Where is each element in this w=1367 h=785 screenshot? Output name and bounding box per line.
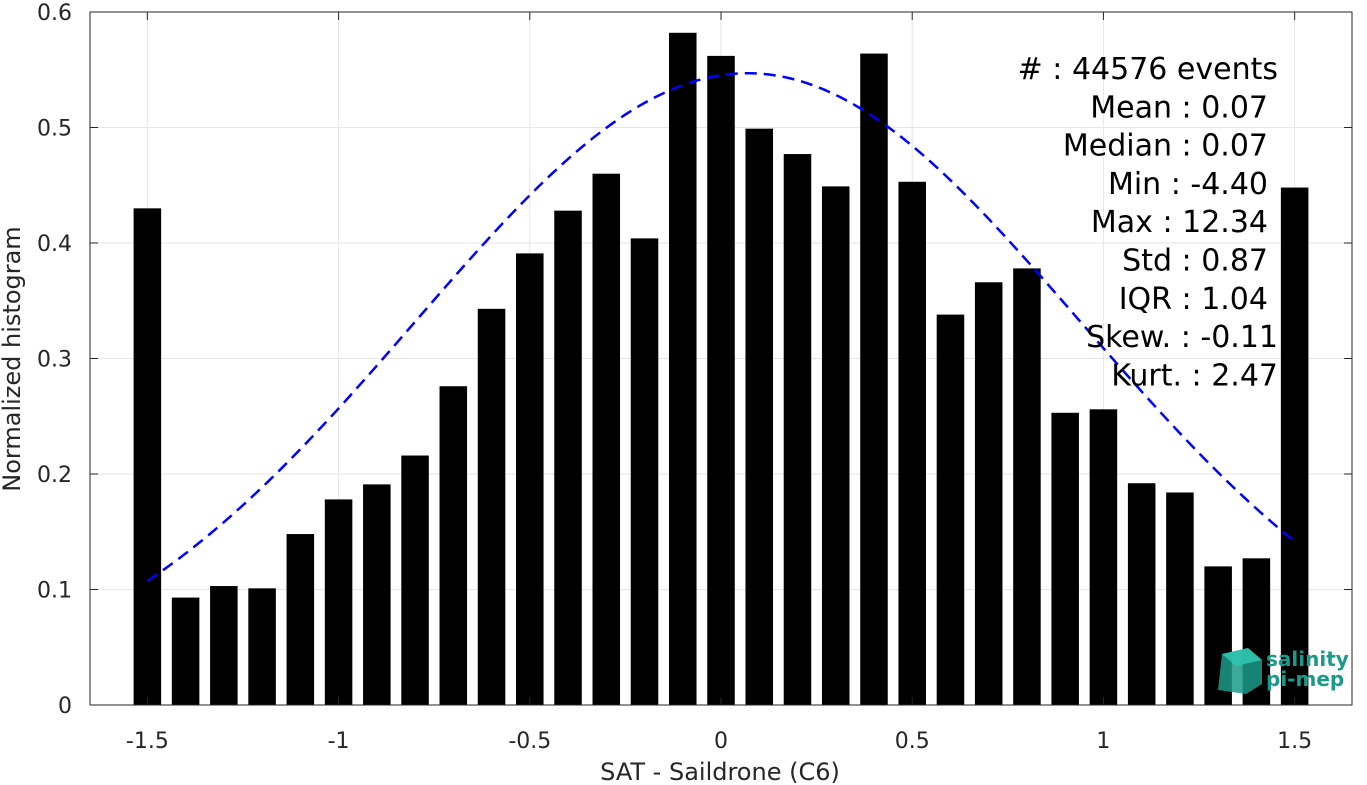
y-tick-labels: 0 0.1 0.2 0.3 0.4 0.5 0.6 — [37, 1, 72, 719]
histogram-bar — [1089, 409, 1118, 705]
stat-line: Median : 0.07 — [1063, 129, 1268, 164]
histogram-bar — [554, 210, 582, 705]
stat-line: Kurt. : 2.47 — [1111, 358, 1278, 393]
histogram-bar — [1166, 492, 1194, 705]
histogram-bar — [210, 586, 238, 705]
y-tick-label: 0.1 — [37, 579, 72, 604]
x-tick-label: 1 — [1096, 729, 1110, 754]
histogram-bar — [630, 238, 659, 705]
y-axis-label: Normalized histogram — [0, 226, 26, 491]
stat-line: Min : -4.40 — [1108, 167, 1268, 202]
histogram-bar — [439, 386, 468, 705]
histogram-bar — [821, 186, 850, 705]
stat-line: Std : 0.87 — [1122, 244, 1268, 279]
histogram-bar — [1013, 268, 1041, 705]
x-tick-label: 0.5 — [895, 729, 930, 754]
histogram-bar — [363, 484, 391, 705]
x-tick-label: 0 — [714, 729, 728, 754]
histogram-bar — [974, 282, 1003, 705]
histogram-bar — [783, 154, 812, 705]
x-tick-label: -1.5 — [126, 729, 169, 754]
histogram-bar — [707, 55, 735, 705]
logo-line1: salinity — [1266, 647, 1349, 671]
x-tick-label: -0.5 — [508, 729, 551, 754]
histogram-bar — [401, 455, 429, 705]
histogram-bar — [248, 588, 276, 705]
axes-frame — [89, 11, 1353, 706]
histogram-bar — [516, 253, 544, 705]
histogram-bar — [592, 173, 621, 705]
x-axis-label: SAT - Saildrone (C6) — [600, 758, 840, 785]
histogram-bar — [133, 208, 162, 705]
y-tick-label: 0.5 — [37, 117, 72, 142]
stat-line: Skew. : -0.11 — [1086, 320, 1278, 355]
logo-cube-top-icon — [1222, 648, 1262, 666]
y-tick-label: 0.2 — [37, 463, 72, 488]
stat-line: Max : 12.34 — [1091, 205, 1268, 240]
histogram-bar — [668, 32, 697, 706]
salinity-pimep-logo: salinity pi-mep — [1218, 647, 1349, 694]
logo-line2: pi-mep — [1266, 667, 1344, 691]
histogram-bar — [1127, 483, 1156, 705]
histogram-bar — [745, 128, 774, 705]
histogram-bar — [171, 597, 200, 705]
gaussian-fit-curve — [146, 71, 1296, 583]
histogram-bar — [286, 534, 315, 705]
x-tick-label: 1.5 — [1277, 729, 1312, 754]
histogram-bar — [477, 308, 506, 705]
x-tick-label: -1 — [328, 729, 350, 754]
stat-line: # : 44576 events — [1018, 52, 1278, 87]
histogram-bar — [936, 314, 965, 705]
x-tick-labels: -1.5 -1 -0.5 0 0.5 1 1.5 — [126, 729, 1312, 754]
histogram-bars — [133, 32, 1309, 706]
y-tick-label: 0.6 — [37, 1, 72, 26]
stat-line: Mean : 0.07 — [1090, 90, 1268, 125]
histogram-bar — [1280, 187, 1309, 705]
stat-line: IQR : 1.04 — [1119, 282, 1268, 317]
y-tick-label: 0.4 — [37, 232, 72, 257]
y-tick-label: 0.3 — [37, 348, 72, 373]
histogram-bar — [1051, 412, 1079, 705]
histogram-bar — [898, 181, 926, 705]
histogram-bar — [860, 53, 888, 705]
y-tick-label: 0 — [58, 694, 72, 719]
histogram-bar — [324, 499, 353, 705]
